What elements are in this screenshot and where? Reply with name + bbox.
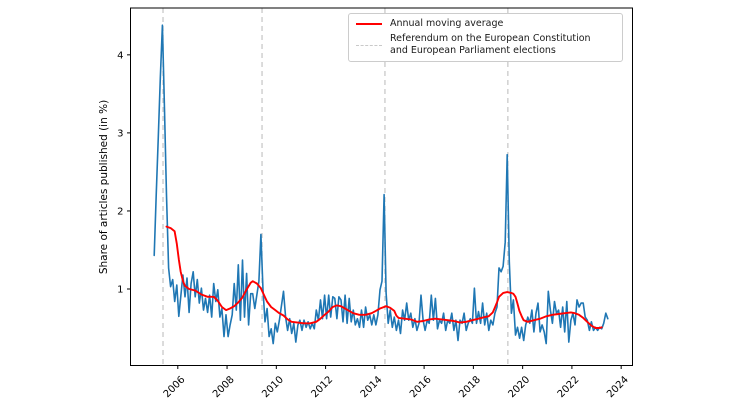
x-tick-label: 2022 xyxy=(556,374,582,400)
legend-entry-referendum: Referendum on the European Constitution … xyxy=(356,33,615,57)
moving-average-line xyxy=(165,225,603,329)
x-tick-label: 2014 xyxy=(359,374,385,400)
y-tick-label: 4 xyxy=(117,50,123,61)
x-tick-label: 2006 xyxy=(162,374,188,400)
y-tick-label: 2 xyxy=(117,206,123,217)
dashed-line-swatch xyxy=(356,44,382,46)
legend-entry-moving-average: Annual moving average xyxy=(356,18,615,30)
monthly-series-line xyxy=(153,24,609,345)
red-line-swatch xyxy=(356,23,382,25)
x-tick-label: 2018 xyxy=(457,374,483,400)
y-axis: 1 2 3 4 xyxy=(117,50,131,296)
y-tick-label: 3 xyxy=(117,128,123,139)
x-axis: 2006 2008 2010 2012 2014 2016 2018 2020 2022 2024 xyxy=(162,365,631,400)
x-tick-label: 2012 xyxy=(309,374,335,400)
axes-spines xyxy=(130,7,633,366)
x-tick-label: 2010 xyxy=(260,374,286,400)
x-tick-label: 2020 xyxy=(507,374,533,400)
y-tick-label: 1 xyxy=(117,285,123,296)
x-tick-label: 2016 xyxy=(408,374,434,400)
legend: Annual moving average Referendum on the … xyxy=(348,13,623,62)
y-axis-label: Share of articles published (in %) xyxy=(98,99,110,275)
x-tick-label: 2008 xyxy=(211,374,237,400)
x-tick-label: 2024 xyxy=(605,374,631,400)
legend-label-referendum: Referendum on the European Constitution … xyxy=(390,33,591,56)
legend-label-moving-average: Annual moving average xyxy=(390,18,504,29)
